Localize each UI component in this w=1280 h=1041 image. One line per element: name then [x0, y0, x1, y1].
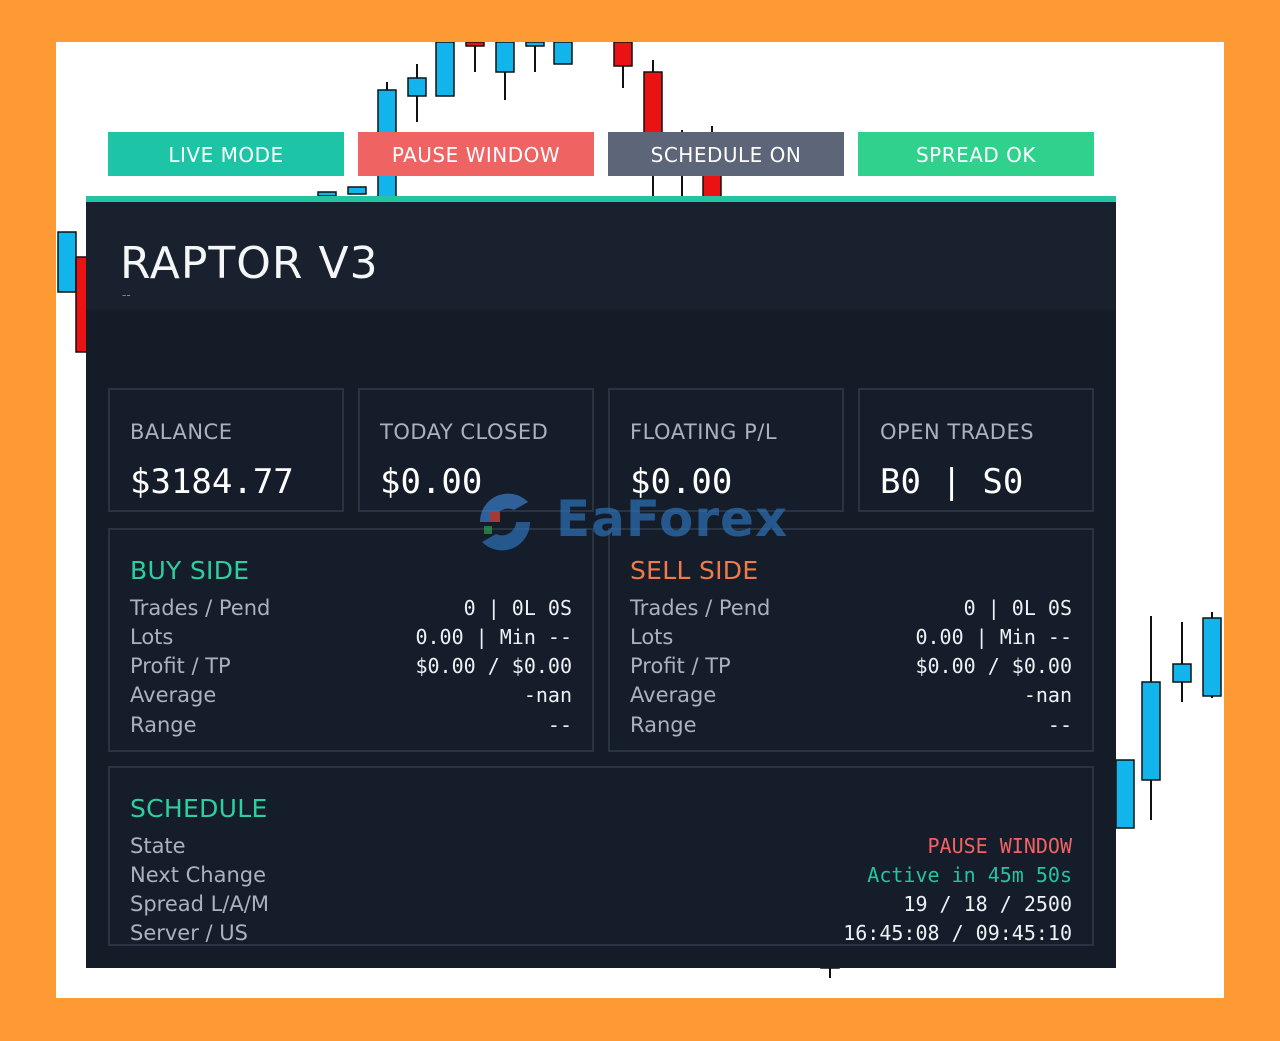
sell-side-title: SELL SIDE	[630, 556, 759, 585]
panel-subtitle: --	[122, 288, 131, 302]
row-value: $0.00 / $0.00	[415, 654, 572, 678]
row-value: --	[547, 713, 572, 737]
schedule-row-server: Server / US 16:45:08 / 09:45:10	[130, 921, 1072, 951]
row-value: Active in 45m 50s	[867, 863, 1072, 887]
open-trades-label: OPEN TRADES	[880, 420, 1035, 444]
buy-row-range: Range --	[130, 713, 572, 743]
buy-row-average: Average -nan	[130, 683, 572, 713]
row-label: Trades / Pend	[630, 596, 771, 620]
row-label: Trades / Pend	[130, 596, 271, 620]
candle-body	[465, 42, 485, 47]
candle-body	[435, 42, 455, 97]
schedule-card: SCHEDULE State PAUSE WINDOW Next Change …	[108, 766, 1094, 946]
row-value: 19 / 18 / 2500	[903, 892, 1072, 916]
row-value: PAUSE WINDOW	[927, 834, 1073, 858]
row-value: 0.00 | Min --	[915, 625, 1072, 649]
candle-body	[1115, 759, 1135, 829]
buy-row-lots: Lots 0.00 | Min --	[130, 625, 572, 655]
sell-side-card: SELL SIDE Trades / Pend 0 | 0L 0S Lots 0…	[608, 528, 1094, 752]
schedule-row-state: State PAUSE WINDOW	[130, 834, 1072, 864]
schedule-row-next-change: Next Change Active in 45m 50s	[130, 863, 1072, 893]
sell-row-profit: Profit / TP $0.00 / $0.00	[630, 654, 1072, 684]
candle-body	[495, 42, 515, 73]
candle-body	[347, 186, 367, 195]
balance-value: $3184.77	[130, 462, 294, 502]
sell-row-trades: Trades / Pend 0 | 0L 0S	[630, 596, 1072, 626]
sell-row-lots: Lots 0.00 | Min --	[630, 625, 1072, 655]
row-label: Profit / TP	[630, 654, 731, 678]
badge-spread-ok: SPREAD OK	[858, 132, 1094, 176]
row-value: -nan	[1023, 683, 1072, 707]
candle-body	[1202, 617, 1222, 697]
buy-row-trades: Trades / Pend 0 | 0L 0S	[130, 596, 572, 626]
floating-pl-card: FLOATING P/L $0.00	[608, 388, 844, 512]
candle-body	[407, 77, 427, 97]
row-label: Lots	[630, 625, 674, 649]
open-trades-card: OPEN TRADES B0 | S0	[858, 388, 1094, 512]
row-value: 16:45:08 / 09:45:10	[843, 921, 1072, 945]
row-label: Spread L/A/M	[130, 892, 269, 916]
candle-body	[553, 42, 573, 65]
balance-card: BALANCE $3184.77	[108, 388, 344, 512]
row-value: 0.00 | Min --	[415, 625, 572, 649]
row-label: Range	[130, 713, 197, 737]
open-trades-value: B0 | S0	[880, 462, 1024, 502]
row-value: --	[1047, 713, 1072, 737]
today-closed-card: TODAY CLOSED $0.00	[358, 388, 594, 512]
row-value: -nan	[523, 683, 572, 707]
row-value: 0 | 0L 0S	[463, 596, 572, 620]
candle-body	[1141, 681, 1161, 781]
row-value: $0.00 / $0.00	[915, 654, 1072, 678]
candle-body	[1172, 663, 1192, 683]
badge-schedule-on: SCHEDULE ON	[608, 132, 844, 176]
row-label: Average	[130, 683, 217, 707]
buy-row-profit: Profit / TP $0.00 / $0.00	[130, 654, 572, 684]
buy-side-title: BUY SIDE	[130, 556, 250, 585]
candle-body	[57, 231, 77, 293]
row-label: Profit / TP	[130, 654, 231, 678]
badge-live-mode: LIVE MODE	[108, 132, 344, 176]
today-closed-label: TODAY CLOSED	[380, 420, 549, 444]
balance-label: BALANCE	[130, 420, 233, 444]
row-label: Next Change	[130, 863, 266, 887]
candle-body	[613, 42, 633, 67]
panel-header: RAPTOR V3 --	[86, 202, 1116, 310]
row-label: Range	[630, 713, 697, 737]
panel-title: RAPTOR V3	[120, 238, 379, 289]
row-label: State	[130, 834, 186, 858]
row-value: 0 | 0L 0S	[963, 596, 1072, 620]
schedule-title: SCHEDULE	[130, 794, 268, 823]
row-label: Average	[630, 683, 717, 707]
buy-side-card: BUY SIDE Trades / Pend 0 | 0L 0S Lots 0.…	[108, 528, 594, 752]
row-label: Server / US	[130, 921, 248, 945]
candle-body	[525, 42, 545, 47]
sell-row-average: Average -nan	[630, 683, 1072, 713]
row-label: Lots	[130, 625, 174, 649]
schedule-row-spread: Spread L/A/M 19 / 18 / 2500	[130, 892, 1072, 922]
floating-pl-label: FLOATING P/L	[630, 420, 778, 444]
today-closed-value: $0.00	[380, 462, 483, 502]
floating-pl-value: $0.00	[630, 462, 733, 502]
badge-pause-window: PAUSE WINDOW	[358, 132, 594, 176]
sell-row-range: Range --	[630, 713, 1072, 743]
